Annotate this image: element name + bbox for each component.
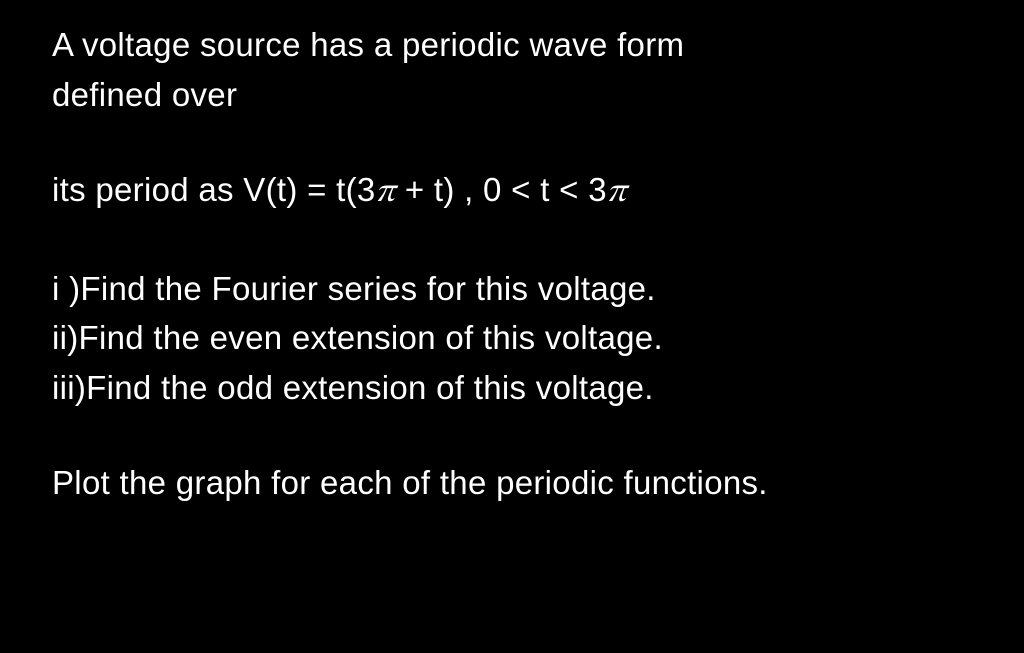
pi-symbol-1: π <box>376 176 396 209</box>
definition-line: its period as V(t) = t(3π + t) , 0 < t <… <box>52 165 972 218</box>
def-prefix: its period as V(t) = t(3 <box>52 171 376 208</box>
plot-instruction: Plot the graph for each of the periodic … <box>52 458 972 508</box>
def-mid: + t) , 0 < t < 3 <box>395 171 606 208</box>
intro-line-2: defined over <box>52 76 237 113</box>
intro-line-1: A voltage source has a periodic wave for… <box>52 26 684 63</box>
pi-symbol-2: π <box>607 176 627 209</box>
problem-text: A voltage source has a periodic wave for… <box>0 0 1024 653</box>
part-i: i )Find the Fourier series for this volt… <box>52 264 972 314</box>
parts-list: i )Find the Fourier series for this volt… <box>52 264 972 413</box>
part-ii: ii)Find the even extension of this volta… <box>52 313 972 363</box>
part-iii: iii)Find the odd extension of this volta… <box>52 363 972 413</box>
intro-paragraph: A voltage source has a periodic wave for… <box>52 20 972 119</box>
